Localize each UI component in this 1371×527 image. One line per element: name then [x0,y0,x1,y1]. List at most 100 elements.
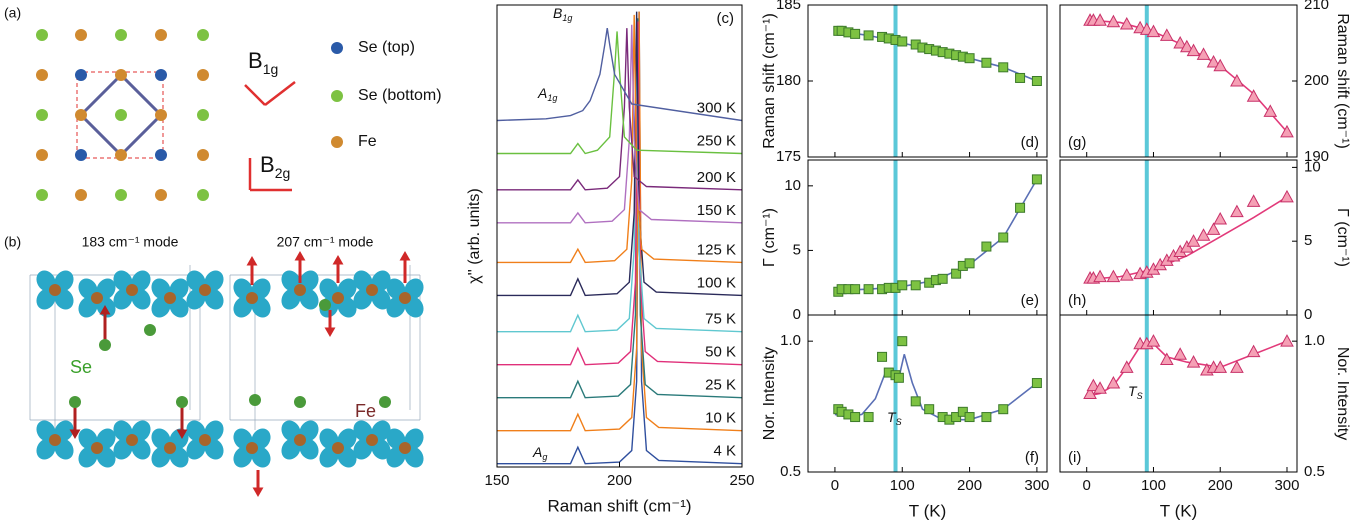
se-atom [99,339,111,351]
x-tick-label: 250 [729,472,754,489]
series-label: 300 K [697,99,736,116]
fe-atom [199,434,211,446]
fe-atom [294,434,306,446]
mode-label: 183 cm⁻¹ mode [82,234,179,250]
series-label: 50 K [705,344,736,361]
marker [1246,194,1261,207]
fe-atom [399,292,411,304]
marker [1246,89,1261,102]
fe-atom [332,442,344,454]
chart-panel: 190 200 210 Raman shift (cm⁻¹) (g) [1059,0,1351,165]
symmetry-label: B2g [260,152,290,181]
marker [893,372,904,383]
fe-atom [164,292,176,304]
fe-atom [366,284,378,296]
marker [877,351,888,362]
atom-label: Se [70,357,92,377]
y-tick-label: 180 [776,72,801,89]
se-atom [294,396,306,408]
y-axis-label: Raman shift (cm⁻¹) [761,13,778,149]
y-axis-label: χ'' (arb. units) [466,188,483,283]
marker [897,280,908,291]
marker [863,284,874,295]
y-axis-label: Γ (cm⁻¹) [761,208,778,267]
arrow [244,84,266,106]
series-label: 25 K [705,377,736,394]
annotation-sub: 1g [547,93,557,103]
arrow-head [176,429,188,439]
frame [1059,4,1298,158]
data-line [1086,196,1288,281]
y-axis-label: Γ (cm⁻¹) [1334,208,1351,267]
atom [115,149,127,161]
fe-atom [366,434,378,446]
fe-atom [164,442,176,454]
marker [1173,347,1188,360]
marker [1031,378,1042,389]
data-line [1086,19,1288,133]
fe-atom [91,442,103,454]
x-axis-label: T (K) [909,501,946,520]
atom [36,69,48,81]
fe-atom [126,434,138,446]
panel-label: (f) [1025,449,1039,466]
x-tick-label: 0 [831,477,839,494]
marker [964,258,975,269]
atom [36,189,48,201]
marker [1083,386,1097,399]
marker [964,53,975,64]
series-label: 125 K [697,241,736,258]
marker [1159,352,1174,365]
frame [496,4,743,468]
symmetry-label: B1g [248,48,278,77]
marker [910,396,921,407]
plot-area [1086,160,1288,315]
panel-label: (h) [1068,292,1086,309]
se-atom [379,396,391,408]
chart-panel: 0 100 200 300 T (K) 0.5 1.0 Nor. Intensity (i) [1059,314,1351,520]
annotation-base: A [537,85,547,101]
marker [1146,334,1161,347]
marker [998,232,1009,243]
atom [197,69,209,81]
y-tick-label: 190 [1304,148,1329,165]
data-line [497,11,742,432]
annotation-sub: g [542,452,547,462]
legend-label: Se (bottom) [358,87,442,104]
atom [197,109,209,121]
se-atom [144,324,156,336]
panel-label: (i) [1068,449,1081,466]
marker [1230,360,1244,373]
atom [75,29,87,41]
fe-atom [49,284,61,296]
series-label: 10 K [705,410,736,427]
series-label: 250 K [697,132,736,149]
series-label: 75 K [705,311,736,328]
y-tick-label: 0.5 [1304,463,1325,480]
x-axis-label: T (K) [1160,501,1197,520]
fe-atom [399,442,411,454]
marker [998,62,1009,73]
data-line [497,28,742,191]
marker [1186,234,1201,247]
fe-atom [246,442,258,454]
data-line [497,18,742,399]
symmetry-label-base: B [248,48,263,73]
annotation-base: B [553,5,562,21]
annotation-sub: S [896,417,902,427]
data-line [497,14,742,264]
annotation-sub: 1g [562,13,572,23]
marker [1280,334,1294,347]
y-tick-label: 0 [793,306,801,323]
legend-marker [331,90,343,102]
frame [807,314,1048,473]
marker [1186,43,1201,57]
annotation: TS [887,409,902,428]
legend-label: Fe [358,133,377,150]
symmetry-label-sub: 2g [275,165,291,181]
marker [1159,28,1174,41]
se-atom [319,299,331,311]
marker [957,406,968,417]
marker [1015,202,1026,213]
